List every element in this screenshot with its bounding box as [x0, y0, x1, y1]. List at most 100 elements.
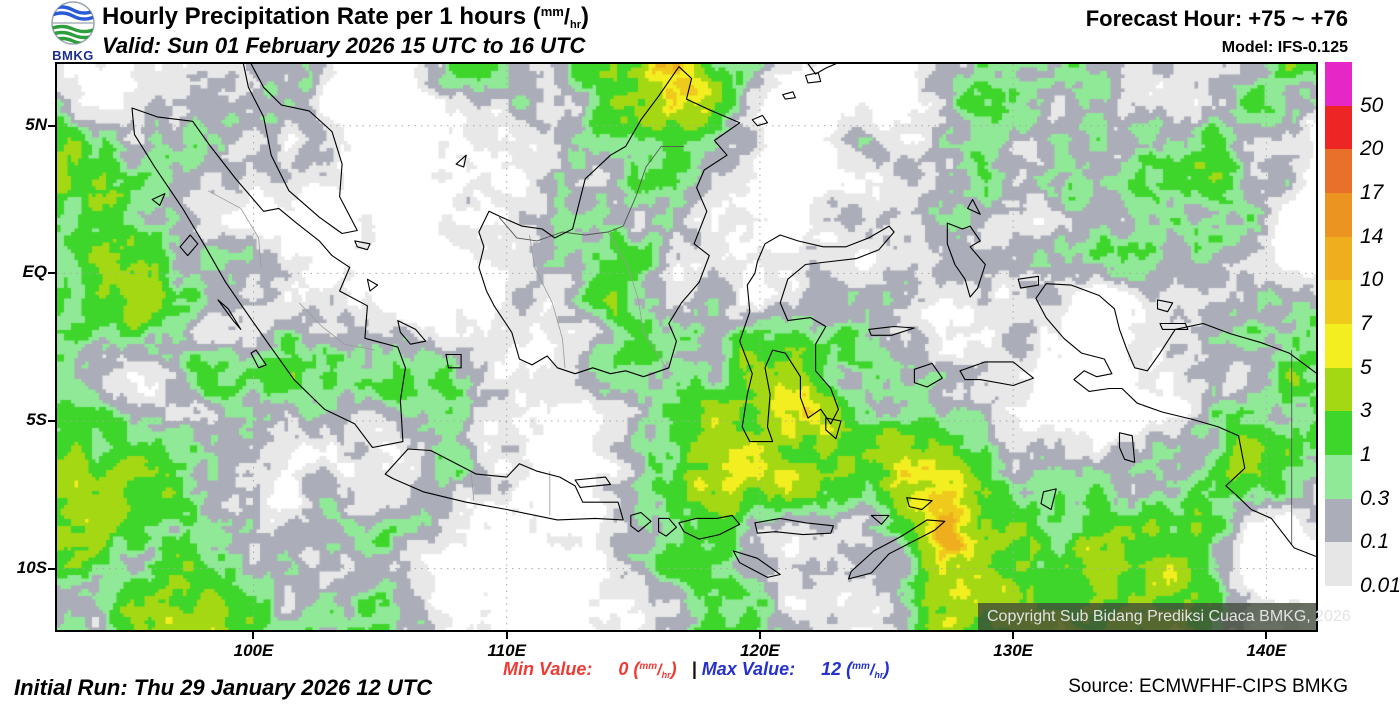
- x-tick-label-100E: 100E: [233, 641, 274, 660]
- page-title: Hourly Precipitation Rate per 1 hours (m…: [102, 3, 589, 31]
- y-tick-mark-10S: [48, 567, 55, 570]
- model-label: Model: IFS-0.125: [1221, 39, 1348, 56]
- title-paren-close: ): [581, 3, 589, 30]
- coastline-sulawesi: [739, 225, 895, 443]
- coastline-sumbawa: [678, 514, 741, 540]
- title-text: Hourly Precipitation Rate per 1 hours (: [102, 3, 541, 30]
- precipitation-raster: [57, 64, 1316, 630]
- coastline-yapen: [1159, 322, 1189, 330]
- coastline-timor: [848, 519, 946, 580]
- coastline-zamboanga: [807, 64, 837, 75]
- x-tick-mark-110E: [505, 632, 508, 639]
- coastline-nias: [179, 234, 199, 257]
- legend-segment-5: [1325, 324, 1352, 369]
- coastline-buton: [825, 417, 842, 440]
- forecast-hour-label: Forecast Hour: +75 ~ +76: [1085, 6, 1348, 31]
- initial-run-label: Initial Run: Thu 29 January 2026 12 UTC: [14, 675, 433, 700]
- coastline-lombok: [658, 517, 677, 537]
- coastline-flores: [754, 517, 834, 536]
- minmax-separator: |: [691, 659, 697, 679]
- bmkg-logo: BMKG: [44, 0, 102, 63]
- forecast-block: Forecast Hour: +75 ~ +76 Model: IFS-0.12…: [1086, 6, 1348, 57]
- coastline-waigeo: [1017, 275, 1040, 289]
- coastline-papua: [1035, 283, 1316, 558]
- title-unit-sup: mm: [540, 4, 564, 19]
- province-border-prov-kal-1: [529, 234, 566, 368]
- title-block: Hourly Precipitation Rate per 1 hours (m…: [102, 3, 589, 59]
- legend-label-5: 5: [1360, 355, 1372, 379]
- coastline-belitung: [445, 353, 462, 369]
- coastline-bintan: [354, 240, 371, 251]
- y-tick-label-10S: 10S: [16, 557, 47, 577]
- province-border-prov-sum-1: [207, 190, 262, 268]
- malaysia-indonesia-border: [498, 145, 684, 242]
- y-tick-mark-5S: [48, 419, 55, 422]
- coastline-pagai: [250, 349, 267, 369]
- min-unit: (mm/hr): [633, 659, 677, 680]
- coastline-jolo: [782, 91, 796, 100]
- legend-segment-50: [1325, 62, 1352, 107]
- coastline-borneo: [478, 66, 741, 378]
- legend-label-20: 20: [1360, 137, 1384, 161]
- valid-time-subtitle: Valid: Sun 01 February 2026 15 UTC to 16…: [102, 33, 586, 58]
- legend-label-0.1: 0.1: [1360, 530, 1390, 554]
- coastline-basilan: [804, 72, 822, 84]
- legend-segment-20: [1325, 105, 1352, 150]
- coastline-siberut: [217, 299, 242, 330]
- coastline-bali: [630, 511, 652, 533]
- max-value-label: Max Value:: [701, 659, 796, 679]
- x-tick-mark-140E: [1265, 632, 1268, 639]
- legend-segment-1: [1325, 411, 1352, 456]
- coastline-malay-peninsula: [242, 64, 358, 235]
- coastline-sumba: [732, 550, 781, 578]
- coastline-lingga: [366, 278, 379, 292]
- legend-label-50: 50: [1360, 93, 1384, 117]
- legend-label-17: 17: [1360, 181, 1384, 204]
- coastline-simeulue: [151, 193, 166, 206]
- coastline-sumatra: [131, 107, 406, 449]
- coastline-java: [384, 448, 624, 521]
- max-value: 12: [821, 659, 842, 679]
- x-tick-mark-130E: [1012, 632, 1015, 639]
- source-label: Source: ECMWFHF-CIPS BMKG: [1068, 676, 1348, 697]
- y-tick-mark-EQ: [48, 272, 55, 275]
- legend-segment-10: [1325, 236, 1352, 281]
- title-unit-slash: /: [563, 4, 570, 29]
- legend-label-1: 1: [1360, 443, 1372, 467]
- bmkg-logo-icon: [51, 1, 95, 45]
- legend-label-0.3: 0.3: [1360, 486, 1390, 510]
- legend-label-0.01: 0.01: [1360, 574, 1400, 598]
- coastline-morotai: [967, 198, 981, 215]
- map-frame: Copyright Sub Bidang Prediksi Cuaca BMKG…: [55, 62, 1351, 632]
- coastline-aru: [1118, 432, 1136, 463]
- x-tick-label-120E: 120E: [740, 641, 780, 660]
- coastline-sula: [868, 325, 915, 336]
- coastline-bangka: [397, 320, 427, 345]
- legend-segment-14: [1325, 193, 1352, 238]
- coastline-tanimbar: [1040, 488, 1057, 511]
- legend-segment-17: [1325, 149, 1352, 194]
- coastline-halmahera: [946, 222, 986, 298]
- title-unit-sub: hr: [570, 19, 581, 31]
- legend-segment-7: [1325, 280, 1352, 325]
- y-tick-label-EQ: EQ: [22, 262, 47, 282]
- legend-segment-0.3: [1325, 455, 1352, 500]
- coastline-alor: [870, 514, 890, 525]
- legend-label-14: 14: [1360, 224, 1384, 248]
- legend-segment-0.1: [1325, 498, 1352, 543]
- x-tick-mark-100E: [252, 632, 255, 639]
- y-tick-label-5S: 5S: [26, 409, 47, 429]
- province-border-prov-kal-2: [607, 231, 667, 369]
- x-tick-label-140E: 140E: [1246, 641, 1287, 660]
- legend-segment-0.01: [1325, 542, 1352, 587]
- coastline-natuna: [455, 154, 467, 168]
- y-tick-label-5N: 5N: [25, 114, 47, 134]
- minmax-line: Min Value: 0 (mm/hr) | Max Value: 12 (mm/h…: [503, 659, 889, 680]
- coastline-wetar: [906, 497, 933, 511]
- legend-label-10: 10: [1360, 268, 1384, 292]
- legend-label-7: 7: [1360, 312, 1372, 336]
- max-unit: (mm/hr): [846, 659, 890, 680]
- min-value: 0: [618, 659, 629, 679]
- coastline-seram: [959, 361, 1034, 387]
